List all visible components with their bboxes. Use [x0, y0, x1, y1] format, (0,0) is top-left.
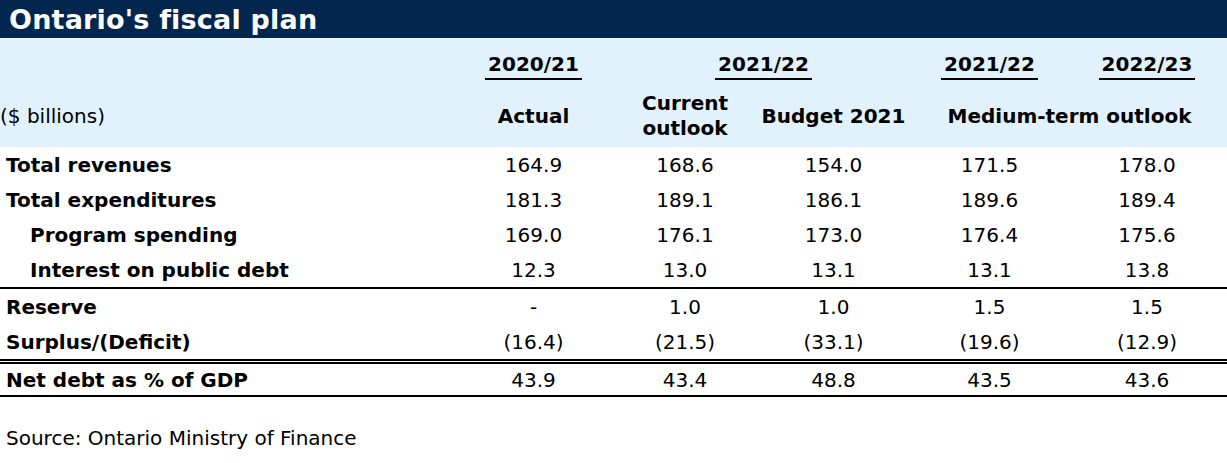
value-cell: -: [452, 288, 615, 324]
table-body: Total revenues 164.9 168.6 154.0 171.5 1…: [0, 147, 1227, 396]
value-cell: 43.6: [1067, 362, 1227, 397]
value-cell: (33.1): [755, 324, 912, 362]
column-header-budget-2021: Budget 2021: [755, 85, 912, 147]
value-cell: 43.5: [912, 362, 1067, 397]
column-header-medium-term-outlook: Medium-term outlook: [912, 85, 1227, 147]
row-label: Program spending: [0, 217, 452, 252]
year-label: 2020/21: [485, 52, 582, 80]
value-cell: 181.3: [452, 182, 615, 217]
value-cell: 1.5: [912, 288, 1067, 324]
year-label: 2022/23: [1099, 52, 1196, 80]
value-cell: 164.9: [452, 147, 615, 182]
source-note: Source: Ontario Ministry of Finance: [6, 426, 1227, 450]
value-cell: 189.1: [615, 182, 755, 217]
value-cell: 13.8: [1067, 252, 1227, 288]
table-row-total-revenues: Total revenues 164.9 168.6 154.0 171.5 1…: [0, 147, 1227, 182]
value-cell: (21.5): [615, 324, 755, 362]
value-cell: (16.4): [452, 324, 615, 362]
year-header-row: 2020/21 2021/22 2021/22 2022/23: [0, 38, 1227, 85]
value-cell: 13.0: [615, 252, 755, 288]
row-label: Reserve: [0, 288, 452, 324]
value-cell: 43.9: [452, 362, 615, 397]
page: Ontario's fiscal plan 2020/21 2021/22 20…: [0, 0, 1227, 463]
corner-spacer: [0, 38, 452, 85]
value-cell: 168.6: [615, 147, 755, 182]
table-row-program-spending: Program spending 169.0 176.1 173.0 176.4…: [0, 217, 1227, 252]
fiscal-plan-table: 2020/21 2021/22 2021/22 2022/23 ($ billi…: [0, 38, 1227, 397]
value-cell: 13.1: [755, 252, 912, 288]
year-label: 2021/22: [941, 52, 1038, 80]
page-title: Ontario's fiscal plan: [9, 6, 317, 33]
value-cell: 1.0: [755, 288, 912, 324]
row-label: Total revenues: [0, 147, 452, 182]
value-cell: 13.1: [912, 252, 1067, 288]
value-cell: (19.6): [912, 324, 1067, 362]
year-header-2020-21: 2020/21: [452, 38, 615, 85]
value-cell: 171.5: [912, 147, 1067, 182]
value-cell: 1.0: [615, 288, 755, 324]
value-cell: 169.0: [452, 217, 615, 252]
value-cell: 12.3: [452, 252, 615, 288]
table-row-total-expenditures: Total expenditures 181.3 189.1 186.1 189…: [0, 182, 1227, 217]
value-cell: 173.0: [755, 217, 912, 252]
value-cell: 176.1: [615, 217, 755, 252]
title-bar: Ontario's fiscal plan: [0, 0, 1227, 38]
column-header-actual: Actual: [452, 85, 615, 147]
value-cell: 43.4: [615, 362, 755, 397]
value-cell: 176.4: [912, 217, 1067, 252]
table-row-interest-on-public-debt: Interest on public debt 12.3 13.0 13.1 1…: [0, 252, 1227, 288]
row-label: Interest on public debt: [0, 252, 452, 288]
value-cell: 175.6: [1067, 217, 1227, 252]
value-cell: 189.6: [912, 182, 1067, 217]
value-cell: 48.8: [755, 362, 912, 397]
table-row-net-debt-gdp: Net debt as % of GDP 43.9 43.4 48.8 43.5…: [0, 362, 1227, 397]
table-row-surplus-deficit: Surplus/(Deficit) (16.4) (21.5) (33.1) (…: [0, 324, 1227, 362]
column-header-current-outlook: Current outlook: [615, 85, 755, 147]
year-header-2022-23: 2022/23: [1067, 38, 1227, 85]
value-cell: (12.9): [1067, 324, 1227, 362]
year-header-2021-22-medium-term: 2021/22: [912, 38, 1067, 85]
value-cell: 189.4: [1067, 182, 1227, 217]
table-header: 2020/21 2021/22 2021/22 2022/23 ($ billi…: [0, 38, 1227, 147]
value-cell: 154.0: [755, 147, 912, 182]
value-cell: 178.0: [1067, 147, 1227, 182]
year-header-2021-22: 2021/22: [615, 38, 912, 85]
value-cell: 1.5: [1067, 288, 1227, 324]
row-label: Net debt as % of GDP: [0, 362, 452, 397]
table-row-reserve: Reserve - 1.0 1.0 1.5 1.5: [0, 288, 1227, 324]
unit-label: ($ billions): [0, 85, 452, 147]
column-header-row: ($ billions) Actual Current outlook Budg…: [0, 85, 1227, 147]
year-label: 2021/22: [715, 52, 812, 80]
value-cell: 186.1: [755, 182, 912, 217]
row-label: Total expenditures: [0, 182, 452, 217]
row-label: Surplus/(Deficit): [0, 324, 452, 362]
